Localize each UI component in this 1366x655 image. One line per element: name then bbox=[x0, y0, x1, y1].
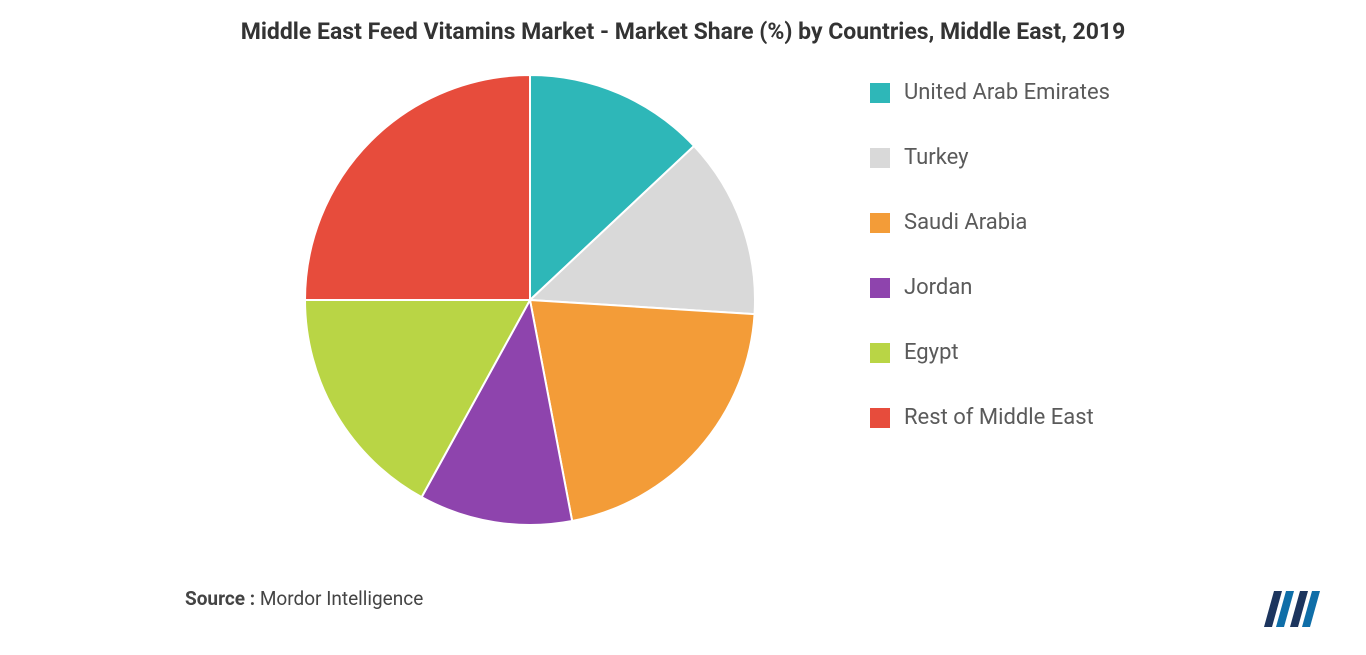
legend-swatch bbox=[870, 408, 890, 428]
chart-container: Middle East Feed Vitamins Market - Marke… bbox=[0, 0, 1366, 655]
legend-swatch bbox=[870, 278, 890, 298]
legend: United Arab Emirates Turkey Saudi Arabia Jo… bbox=[870, 80, 1110, 430]
pie-svg bbox=[300, 70, 760, 530]
legend-swatch bbox=[870, 148, 890, 168]
source-value: Mordor Intelligence bbox=[260, 587, 423, 610]
pie-slices bbox=[305, 75, 755, 525]
legend-swatch bbox=[870, 83, 890, 103]
source-line: Source : Mordor Intelligence bbox=[185, 587, 423, 610]
legend-label: Egypt bbox=[904, 340, 959, 365]
pie-area bbox=[300, 70, 760, 530]
legend-swatch bbox=[870, 343, 890, 363]
legend-label: Rest of Middle East bbox=[904, 405, 1094, 430]
legend-label: Turkey bbox=[904, 145, 969, 170]
legend-label: Saudi Arabia bbox=[904, 210, 1027, 235]
brand-logo bbox=[1260, 585, 1326, 627]
legend-label: Jordan bbox=[904, 275, 972, 300]
chart-title: Middle East Feed Vitamins Market - Marke… bbox=[0, 18, 1366, 45]
legend-item: Saudi Arabia bbox=[870, 210, 1110, 235]
legend-item: Rest of Middle East bbox=[870, 405, 1110, 430]
legend-swatch bbox=[870, 213, 890, 233]
legend-item: Egypt bbox=[870, 340, 1110, 365]
pie-slice bbox=[305, 75, 530, 300]
legend-item: United Arab Emirates bbox=[870, 80, 1110, 105]
legend-item: Jordan bbox=[870, 275, 1110, 300]
legend-item: Turkey bbox=[870, 145, 1110, 170]
legend-label: United Arab Emirates bbox=[904, 80, 1110, 105]
source-label: Source : bbox=[185, 587, 255, 610]
